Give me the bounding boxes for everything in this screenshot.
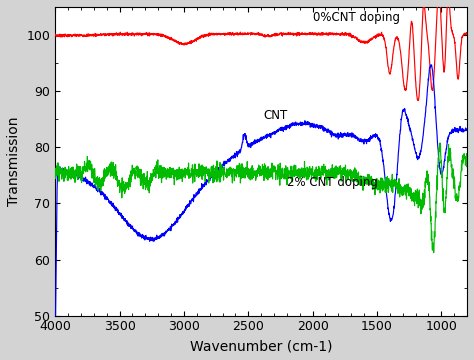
Text: 0%CNT doping: 0%CNT doping xyxy=(313,11,400,24)
X-axis label: Wavenumber (cm-1): Wavenumber (cm-1) xyxy=(190,339,332,353)
Text: CNT: CNT xyxy=(264,109,288,122)
Text: 2% CNT doping: 2% CNT doping xyxy=(287,176,378,189)
Y-axis label: Transmission: Transmission xyxy=(7,117,21,206)
